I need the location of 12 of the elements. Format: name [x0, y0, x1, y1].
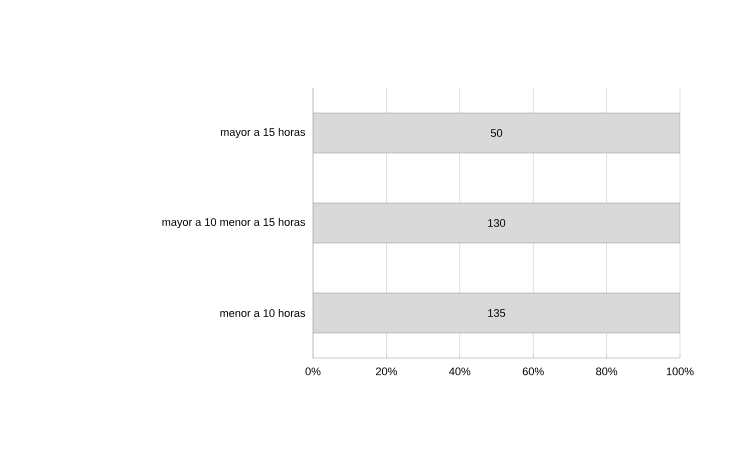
x-tick-label: 0%	[306, 368, 321, 376]
annotation: 135	[488, 309, 506, 317]
x-tick-label: 100%	[666, 368, 694, 376]
x-tick-label: 20%	[376, 368, 397, 376]
x-tick-label: 40%	[449, 368, 470, 376]
x-tick-label: 60%	[522, 368, 544, 376]
y-tick-label: menor a 10 horas	[220, 308, 306, 318]
y-tick-label: mayor a 10 menor a 15 horas	[162, 218, 306, 228]
annotation: 130	[488, 219, 506, 227]
annotation: 50	[490, 129, 502, 137]
y-tick-label: mayor a 15 horas	[220, 128, 306, 138]
x-tick-label: 80%	[596, 368, 618, 376]
